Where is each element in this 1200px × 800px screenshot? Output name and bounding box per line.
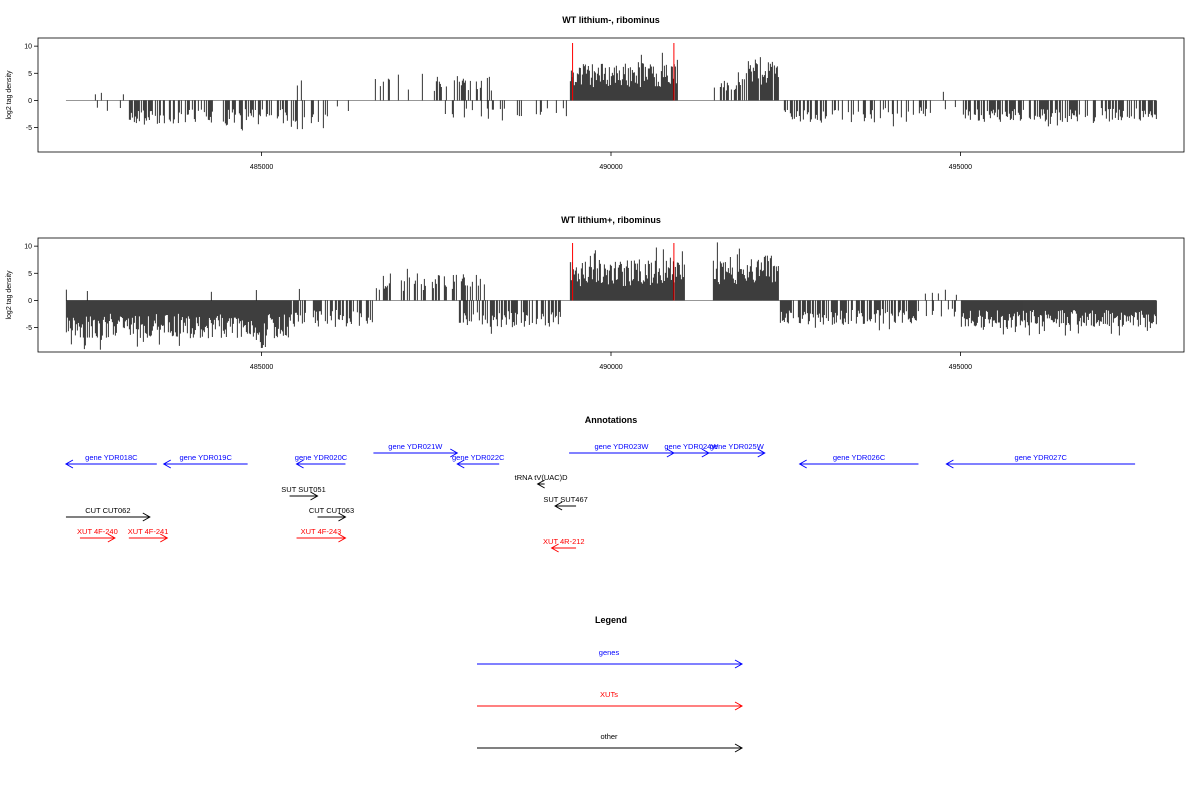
y-tick-label: 10 [24, 244, 32, 251]
annotation-label: XUT 4F-241 [128, 527, 169, 536]
marker-lines [572, 243, 675, 301]
annotation-label: gene YDR022C [452, 453, 505, 462]
annotation-feature: gene YDR022C [452, 453, 505, 469]
annotation-feature: XUT 4F-241 [128, 527, 169, 543]
annotation-feature: tRNA tV(UAC)D [515, 473, 569, 489]
annotation-label: CUT CUT062 [85, 506, 130, 515]
annotation-label: SUT SUT051 [281, 485, 325, 494]
annotation-feature: XUT 4R-212 [543, 537, 585, 553]
annotation-feature: gene YDR019C [162, 453, 248, 469]
legend-title: Legend [595, 615, 627, 625]
annotation-feature: gene YDR021W [373, 442, 459, 458]
track-panel-lithium-minus: WT lithium-, ribominus log2 tag density … [6, 15, 1185, 171]
panel-title: WT lithium-, ribominus [562, 15, 660, 25]
annotation-label: gene YDR025W [710, 442, 765, 451]
y-tick-label: -5 [26, 125, 32, 132]
annotation-label: gene YDR024W [664, 442, 719, 451]
y-tick-label: 0 [28, 98, 32, 105]
x-tick-label: 485000 [250, 164, 273, 171]
annotation-label: gene YDR026C [833, 453, 886, 462]
annotation-features: gene YDR018C gene YDR019C gene YDR020C gene… [64, 442, 1136, 553]
annotation-feature: SUT SUT051 [281, 485, 326, 501]
x-tick-label: 490000 [599, 364, 622, 371]
annotation-feature: CUT CUT062 [65, 506, 151, 522]
annotation-label: XUT 4R-212 [543, 537, 585, 546]
legend: Legend genes XUTs other [477, 615, 744, 753]
annotation-label: CUT CUT063 [309, 506, 354, 515]
y-tick-label: -5 [26, 325, 32, 332]
x-tick-label: 495000 [949, 164, 972, 171]
x-axis: 485000 490000 495000 [250, 352, 972, 371]
annotation-feature: gene YDR025W [708, 442, 766, 458]
annotation-feature: gene YDR027C [945, 453, 1136, 469]
annotation-feature: XUT 4F-243 [296, 527, 347, 543]
annotation-label: XUT 4F-243 [301, 527, 342, 536]
legend-entry: XUTs [477, 690, 744, 711]
legend-label: XUTs [600, 690, 618, 699]
legend-label: other [600, 732, 618, 741]
x-tick-label: 495000 [949, 364, 972, 371]
annotation-track: Annotations gene YDR018C gene YDR019C gene… [64, 415, 1136, 553]
legend-label: genes [599, 648, 620, 657]
y-tick-label: 10 [24, 44, 32, 51]
annotation-feature: gene YDR018C [64, 453, 157, 469]
annotation-label: XUT 4F-240 [77, 527, 118, 536]
annotation-label: gene YDR018C [85, 453, 138, 462]
annotation-label: gene YDR021W [388, 442, 443, 451]
annotation-feature: CUT CUT063 [309, 506, 354, 522]
track-panel-lithium-plus: WT lithium+, ribominus log2 tag density … [6, 215, 1185, 371]
y-tick-label: 5 [28, 271, 32, 278]
y-axis: -5 0 5 10 [24, 244, 38, 332]
annotation-label: gene YDR019C [180, 453, 233, 462]
annotation-label: tRNA tV(UAC)D [515, 473, 569, 482]
y-tick-label: 0 [28, 298, 32, 305]
y-tick-label: 5 [28, 71, 32, 78]
x-axis: 485000 490000 495000 [250, 152, 972, 171]
annotation-label: SUT SUT467 [543, 495, 587, 504]
y-axis-label: log2 tag density [6, 70, 13, 120]
legend-entry: genes [477, 648, 744, 669]
annotations-title: Annotations [585, 415, 638, 425]
annotation-label: gene YDR020C [295, 453, 348, 462]
x-tick-label: 485000 [250, 364, 273, 371]
marker-lines [572, 43, 675, 101]
annotation-feature: gene YDR026C [798, 453, 919, 469]
annotation-feature: gene YDR020C [295, 453, 348, 469]
annotation-feature: SUT SUT467 [543, 495, 588, 511]
legend-entries: genes XUTs other [477, 648, 744, 753]
signal-bars [65, 242, 1157, 350]
annotation-label: gene YDR023W [594, 442, 649, 451]
y-axis: -5 0 5 10 [24, 44, 38, 132]
signal-bars [65, 52, 1157, 131]
y-axis-label: log2 tag density [6, 270, 13, 320]
x-tick-label: 490000 [599, 164, 622, 171]
annotation-feature: XUT 4F-240 [77, 527, 118, 543]
legend-entry: other [477, 732, 744, 753]
annotation-label: gene YDR027C [1015, 453, 1068, 462]
panel-title: WT lithium+, ribominus [561, 215, 661, 225]
